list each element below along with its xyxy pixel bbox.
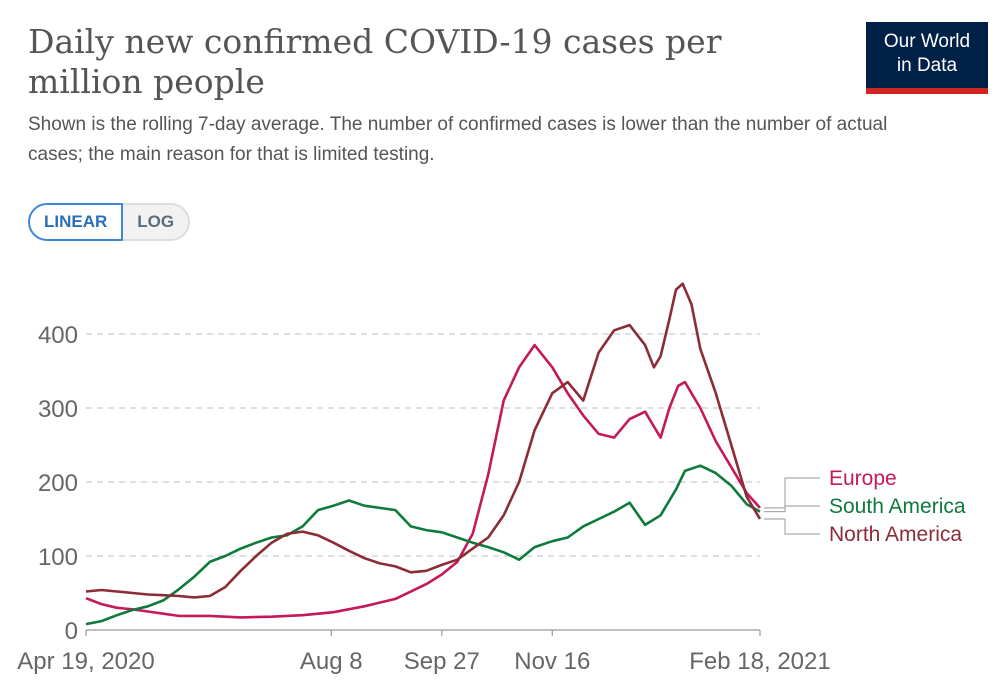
legend-label-north-america[interactable]: North America: [829, 523, 962, 546]
y-tick-label: 300: [38, 396, 78, 423]
y-tick-label: 100: [38, 544, 78, 571]
series-line-south-america[interactable]: [85, 464, 761, 626]
y-axis-ticks: 0 100 200 300 400: [38, 322, 78, 645]
x-tick-label: Sep 27: [404, 648, 480, 675]
legend-label-europe[interactable]: Europe: [829, 467, 897, 490]
y-tick-label: 400: [38, 322, 78, 349]
chart-title: Daily new confirmed COVID-19 cases per m…: [28, 22, 722, 101]
x-axis: Apr 19, 2020 Aug 8 Sep 27 Nov 16 Feb 18, 202…: [17, 629, 831, 675]
x-tick-label: Aug 8: [300, 648, 363, 675]
series-line-north-america[interactable]: [85, 282, 762, 599]
log-scale-button[interactable]: LOG: [123, 203, 191, 241]
logo-line-1: Our World: [883, 31, 971, 52]
x-tick-label: Nov 16: [514, 648, 590, 675]
legend-connector: [764, 477, 820, 509]
y-tick-label: 200: [38, 470, 78, 497]
scale-toggle: LINEAR LOG: [28, 203, 191, 241]
x-tick-label: Feb 18, 2021: [689, 648, 830, 675]
series-line-europe[interactable]: [85, 343, 761, 619]
legend: Europe South America North America: [764, 467, 966, 546]
legend-connector: [764, 505, 820, 513]
x-tick-label: Apr 19, 2020: [17, 648, 154, 675]
series-lines: [85, 282, 762, 626]
logo-line-2: in Data: [896, 55, 958, 76]
chart-subtitle: Shown is the rolling 7-day average. The …: [28, 114, 888, 165]
gridlines: [86, 333, 760, 557]
legend-label-south-america[interactable]: South America: [829, 495, 966, 518]
y-tick-label: 0: [65, 618, 78, 645]
legend-connector: [764, 518, 820, 535]
linear-scale-button[interactable]: LINEAR: [28, 203, 124, 241]
owid-logo[interactable]: Our World in Data: [866, 22, 988, 94]
